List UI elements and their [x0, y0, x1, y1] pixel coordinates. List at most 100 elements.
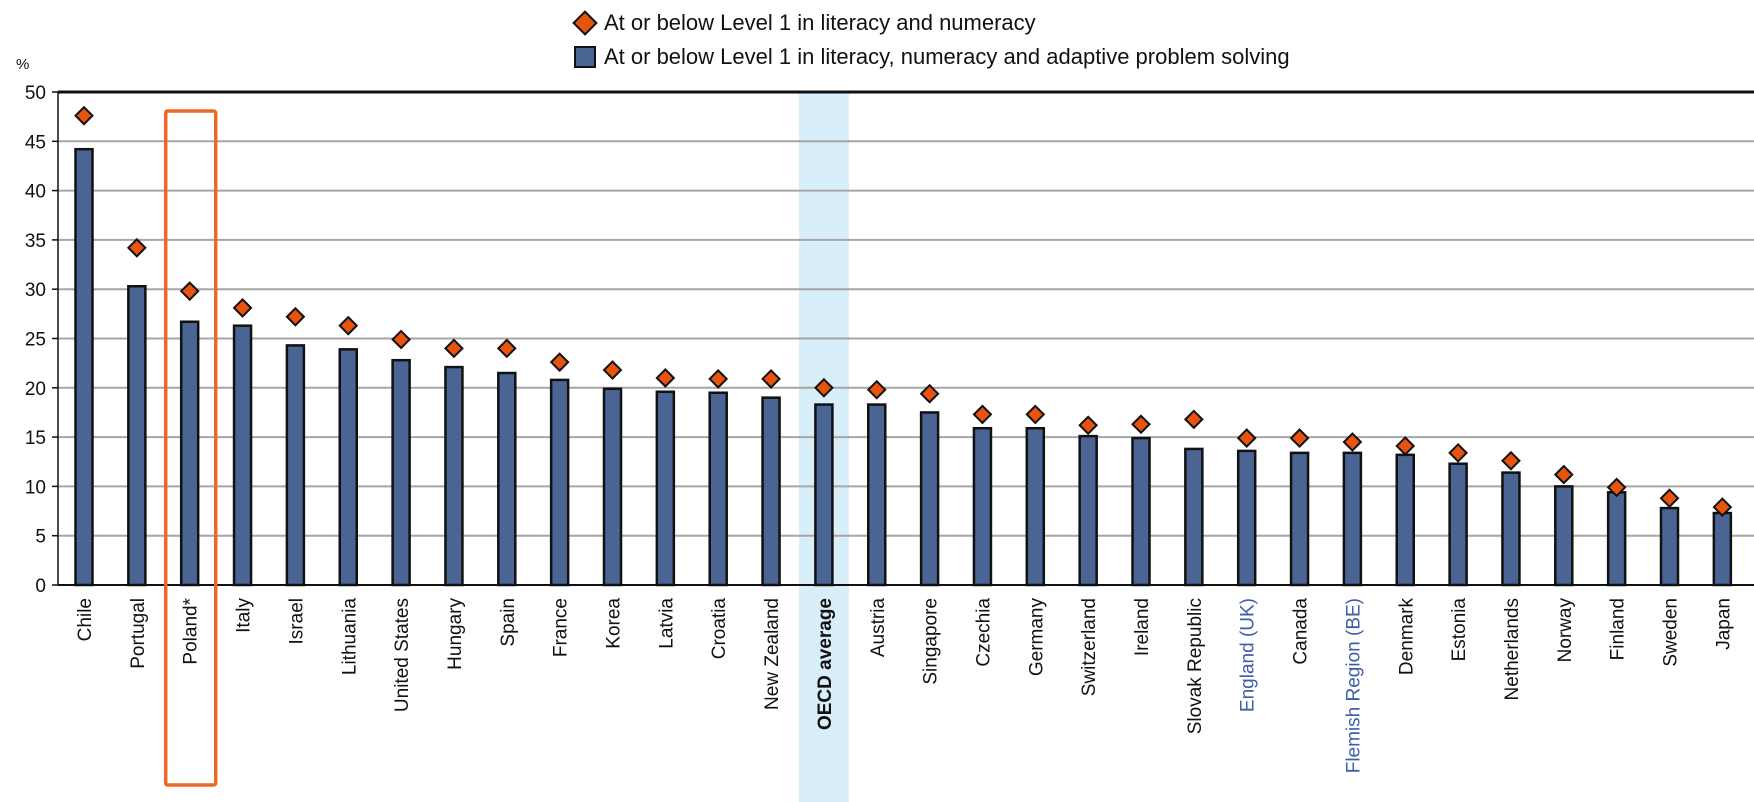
- bar: [127, 284, 147, 587]
- diamond-point: [444, 338, 464, 359]
- y-tick-label: 35: [25, 231, 46, 252]
- x-category-label: Canada: [1291, 598, 1312, 665]
- y-tick-label: 15: [25, 428, 46, 449]
- diamond-point: [179, 281, 200, 302]
- x-category-label: Croatia: [709, 598, 730, 660]
- diamond-point: [1712, 497, 1733, 518]
- x-category-label: Slovak Republic: [1185, 598, 1206, 734]
- diamond-point: [708, 369, 729, 389]
- diamond-point: [1183, 409, 1204, 430]
- x-category-label: Switzerland: [1079, 598, 1100, 696]
- x-category-label: United States: [392, 598, 413, 712]
- diamond-point: [761, 369, 781, 389]
- y-tick-label: 5: [35, 527, 46, 548]
- bar: [602, 387, 623, 587]
- diamond-point: [1342, 432, 1363, 452]
- bar: [655, 390, 676, 587]
- x-category-label: Lithuania: [339, 598, 360, 676]
- y-tick-label: 25: [25, 330, 46, 351]
- x-category-label: Finland: [1608, 598, 1629, 660]
- bar: [1448, 462, 1468, 587]
- bar: [1236, 449, 1257, 587]
- x-category-label: Italy: [234, 598, 255, 633]
- diamond-point: [1395, 436, 1416, 456]
- bar: [549, 378, 570, 587]
- bar: [1078, 434, 1098, 587]
- legend-item-diamond: At or below Level 1 in literacy and nume…: [570, 6, 1290, 40]
- diamond-point: [549, 352, 570, 373]
- bar: [1501, 471, 1521, 587]
- x-category-label: Portugal: [128, 598, 149, 669]
- y-tick-label: 0: [35, 576, 46, 597]
- x-category-label: OECD average: [815, 598, 836, 730]
- chart-legend: At or below Level 1 in literacy and nume…: [570, 6, 1290, 74]
- x-category-label: Chile: [75, 598, 96, 641]
- diamond-point: [1659, 488, 1680, 509]
- diamond-point: [338, 315, 359, 336]
- diamond-point: [602, 360, 623, 380]
- bar: [338, 348, 358, 587]
- bar: [1289, 451, 1310, 587]
- bar: [814, 403, 834, 587]
- diamond-point: [1501, 450, 1521, 471]
- x-category-label: England (UK): [1238, 598, 1259, 712]
- y-axis-unit-label: %: [16, 56, 30, 73]
- diamond-point: [74, 105, 94, 126]
- legend-item-bar: At or below Level 1 in literacy, numerac…: [570, 40, 1290, 74]
- diamond-point: [814, 377, 834, 398]
- bar: [444, 365, 464, 587]
- x-category-label: Latvia: [656, 598, 677, 649]
- x-category-label: Spain: [498, 598, 519, 647]
- diamond-point: [496, 338, 517, 359]
- diamond-point: [232, 298, 253, 318]
- x-category-label: Japan: [1713, 598, 1734, 650]
- y-tick-label: 45: [25, 132, 46, 153]
- y-tick-label: 40: [25, 182, 46, 203]
- x-category-label: Flemish Region (BE): [1343, 598, 1364, 773]
- x-category-label: Hungary: [445, 598, 466, 670]
- diamond-point: [1236, 428, 1257, 448]
- bar: [1342, 451, 1363, 587]
- x-category-label: Poland*: [181, 597, 202, 664]
- bar: [761, 396, 781, 587]
- bar: [179, 320, 200, 587]
- x-category-label: Ireland: [1132, 598, 1153, 656]
- bar: [285, 344, 306, 587]
- x-category-label: Singapore: [921, 598, 942, 685]
- diamond-point: [1606, 477, 1627, 498]
- x-category-label: Sweden: [1661, 598, 1682, 667]
- x-category-label: France: [551, 598, 572, 657]
- diamond-point: [866, 379, 887, 400]
- x-category-label: Netherlands: [1502, 598, 1523, 700]
- legend-label-literacy-numeracy-aps: At or below Level 1 in literacy, numerac…: [604, 44, 1290, 69]
- diamond-point: [1131, 414, 1151, 435]
- y-tick-label: 10: [25, 477, 46, 498]
- bar: [1184, 447, 1204, 587]
- bar: [74, 147, 94, 587]
- x-category-label: Germany: [1026, 598, 1047, 677]
- diamond-point: [1025, 404, 1046, 425]
- diamond-point: [1553, 464, 1574, 485]
- x-category-label: Norway: [1555, 598, 1576, 663]
- bar: [391, 358, 411, 587]
- x-category-label: Estonia: [1449, 598, 1470, 662]
- diamond-point: [1289, 428, 1310, 448]
- x-category-label: New Zealand: [762, 598, 783, 710]
- bar: [708, 391, 728, 587]
- x-category-label: Israel: [286, 598, 307, 644]
- y-tick-label: 30: [25, 280, 46, 301]
- bar: [497, 371, 517, 587]
- bar: [1659, 506, 1680, 587]
- bar: [1554, 485, 1574, 587]
- y-tick-label: 20: [25, 379, 46, 400]
- diamond-point: [126, 237, 147, 258]
- legend-label-literacy-numeracy: At or below Level 1 in literacy and nume…: [604, 10, 1036, 35]
- diamond-point: [972, 404, 993, 425]
- bar-marker-icon: [574, 46, 596, 68]
- highlight-box: [163, 109, 218, 787]
- bar: [972, 426, 993, 587]
- bar: [232, 324, 253, 587]
- x-category-label: Korea: [604, 598, 625, 649]
- diamond-point: [391, 329, 411, 350]
